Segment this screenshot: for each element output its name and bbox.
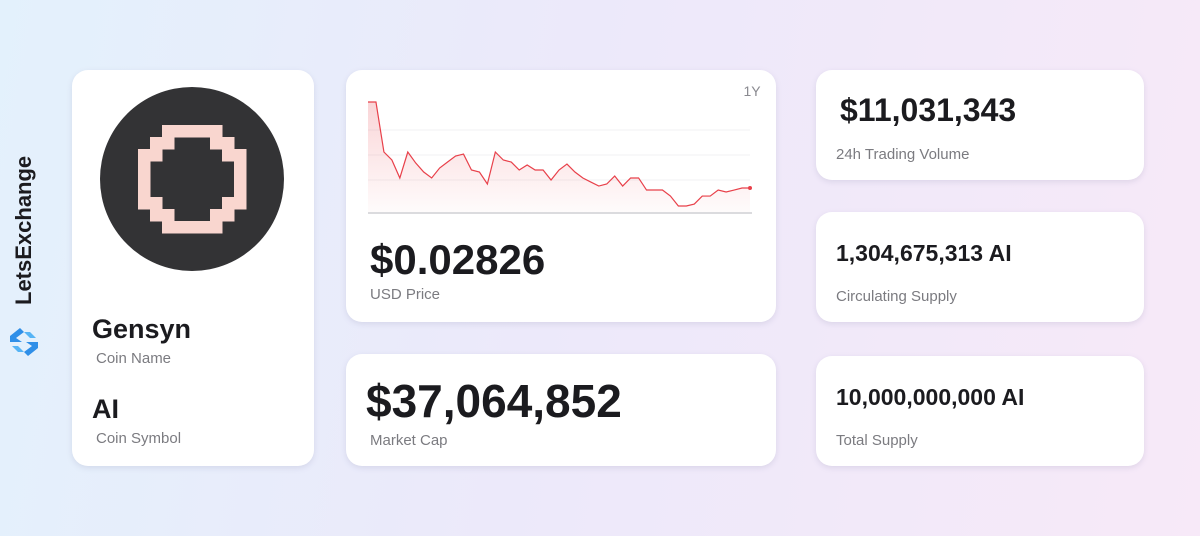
logo-pixel (234, 197, 247, 210)
price-line (368, 101, 750, 207)
stat-card: 1,304,675,313 AI Circulating Supply (816, 212, 1144, 322)
logo-pixel (210, 209, 223, 222)
logo-pixel (222, 197, 235, 210)
logo-pixel (222, 209, 235, 222)
logo-pixel (150, 137, 163, 150)
price-area (368, 102, 750, 212)
stat-value: $11,031,343 (840, 92, 1017, 128)
logo-pixel (162, 209, 175, 222)
coin-card: Gensyn Coin Name AI Coin Symbol (72, 70, 314, 466)
logo-pixel (186, 221, 199, 234)
last-point (748, 185, 752, 190)
logo-pixel (222, 137, 235, 150)
logo-pixel (138, 161, 151, 174)
price-chart: 1Y (368, 83, 761, 214)
logo-pixel (150, 209, 163, 222)
logo-pixel (234, 161, 247, 174)
logo-pixel (234, 149, 247, 162)
logo-pixel (162, 125, 175, 138)
logo-pixel (234, 185, 247, 198)
price-value: $0.02826 (370, 236, 546, 283)
logo-pixel (150, 149, 163, 162)
logo-pixel (198, 125, 211, 138)
coin-name-label: Coin Name (96, 350, 172, 367)
logo-pixel (222, 149, 235, 162)
period-label: 1Y (743, 83, 761, 99)
logo-pixel (138, 173, 151, 186)
logo-pixel (186, 125, 199, 138)
logo-pixel (210, 125, 223, 138)
market-cap-label: Market Cap (370, 432, 448, 449)
stat-card: $11,031,343 24h Trading Volume (816, 70, 1144, 180)
market-cap-card: $37,064,852 Market Cap (346, 354, 776, 466)
logo-pixel (174, 125, 187, 138)
logo-pixel (210, 221, 223, 234)
stat-card: 10,000,000,000 AI Total Supply (816, 356, 1144, 466)
logo-pixel (162, 221, 175, 234)
coin-logo (100, 87, 284, 271)
logo-pixel (150, 197, 163, 210)
stat-label: 24h Trading Volume (836, 146, 970, 163)
brand-logo (10, 328, 38, 356)
stat-value: 10,000,000,000 AI (836, 384, 1025, 410)
price-card: 1Y $0.02826 USD Price (346, 70, 776, 322)
market-cap-value: $37,064,852 (366, 375, 622, 427)
logo-pixel (138, 197, 151, 210)
stat-value: 1,304,675,313 AI (836, 240, 1012, 266)
logo-pixel (162, 137, 175, 150)
coin-symbol-label: Coin Symbol (96, 430, 182, 447)
stat-label: Circulating Supply (836, 288, 957, 305)
logo-pixel (234, 173, 247, 186)
price-label: USD Price (370, 286, 441, 303)
logo-pixel (174, 221, 187, 234)
coin-symbol: AI (92, 394, 119, 424)
coin-name: Gensyn (92, 314, 192, 344)
logo-pixel (138, 149, 151, 162)
logo-pixel (138, 185, 151, 198)
stat-label: Total Supply (836, 432, 918, 449)
brand: LetsExchange (11, 155, 36, 305)
logo-pixel (210, 137, 223, 150)
logo-pixel (198, 221, 211, 234)
